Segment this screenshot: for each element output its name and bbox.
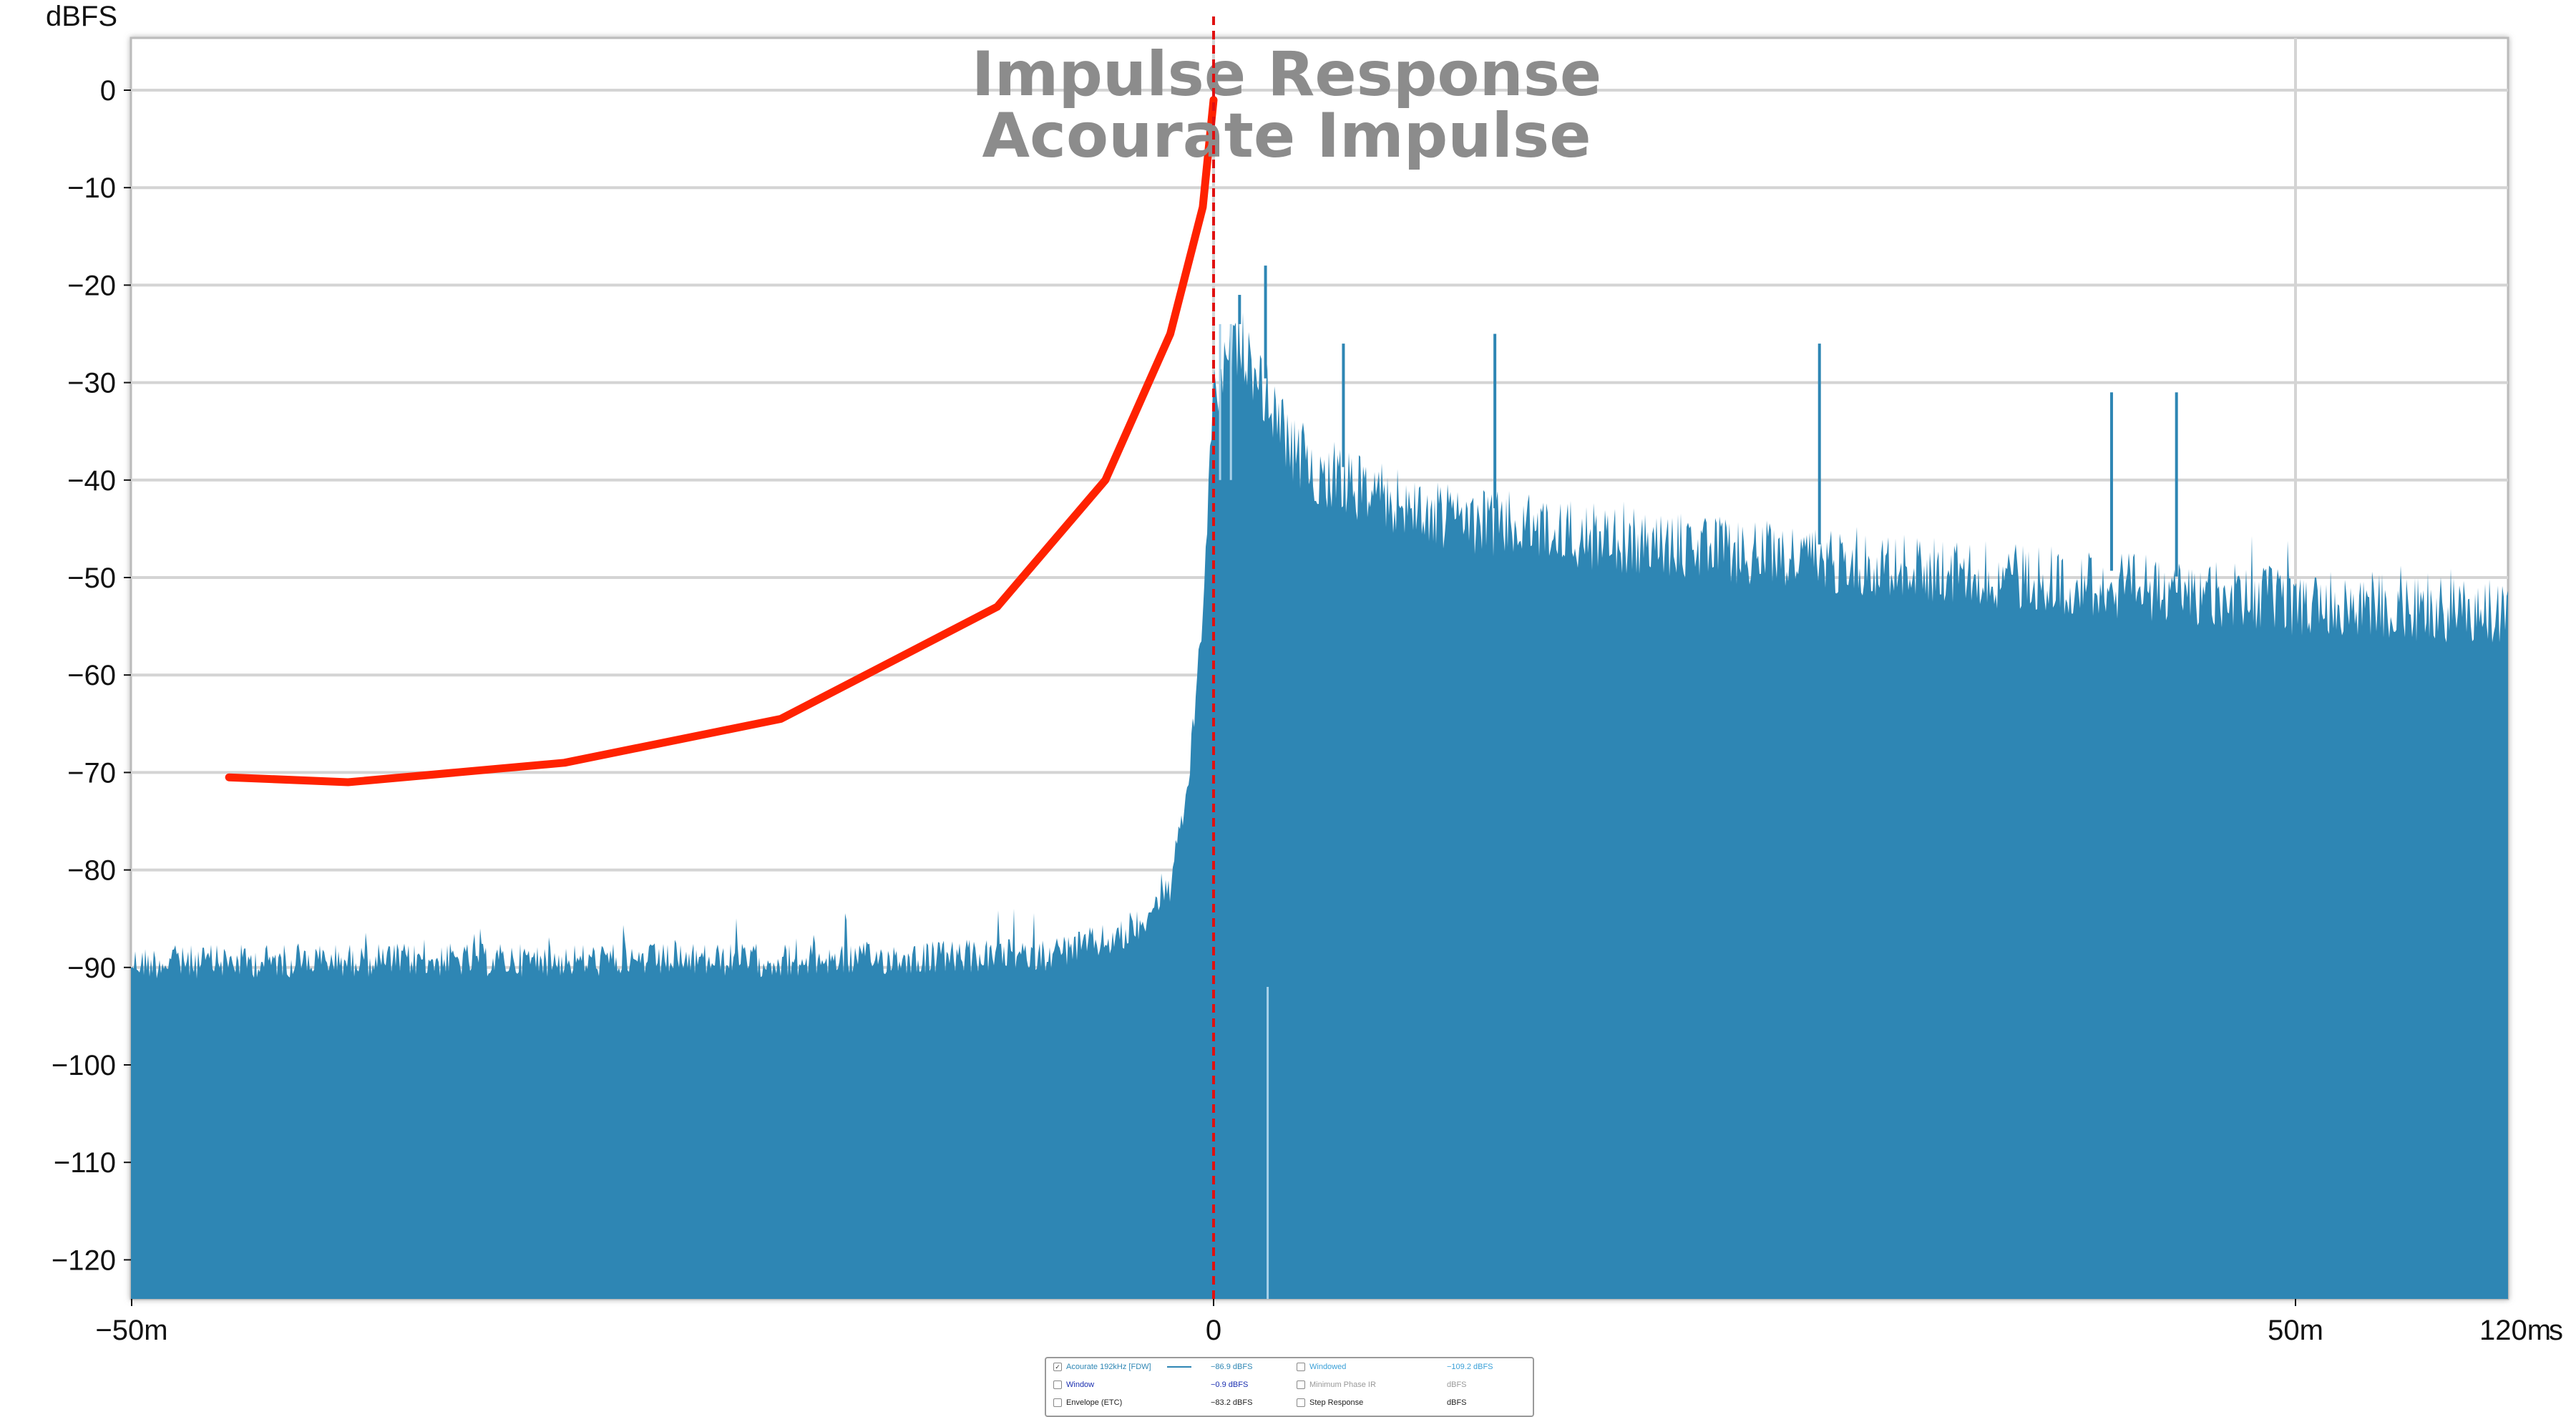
legend-value: dBFS [1447,1381,1467,1389]
acourate-impulse-curve [225,96,1218,787]
legend-row[interactable]: Envelope (ETC) [1053,1398,1122,1407]
legend-label: Windowed [1309,1363,1347,1371]
y-axis-label: dBFS [46,1,117,32]
y-tick-label: −40 [67,465,116,497]
y-tick-label: −30 [67,368,116,399]
legend-value: −0.9 dBFS [1211,1381,1249,1389]
legend-value: dBFS [1447,1398,1467,1407]
legend-checkbox[interactable] [1297,1398,1305,1407]
legend-row[interactable]: Window [1053,1381,1094,1389]
y-tick-label: −10 [67,172,116,204]
y-tick-label: −60 [67,660,116,691]
legend-label: Window [1066,1381,1095,1389]
chart-title: Impulse Response [972,39,1601,110]
legend-label: Minimum Phase IR [1309,1381,1376,1389]
legend-checkbox[interactable] [1297,1381,1305,1389]
legend-value: −109.2 dBFS [1447,1363,1493,1371]
y-tick-label: −110 [54,1147,116,1179]
legend-row[interactable]: ✓ Acourate 192kHz [FDW] [1053,1363,1191,1371]
legend-panel: ✓ Acourate 192kHz [FDW] −86.9 dBFS Window −0… [1045,1357,1534,1417]
legend-label: Step Response [1309,1398,1364,1407]
legend-checkbox[interactable] [1297,1363,1305,1371]
x-tick-label: 50m [2268,1315,2323,1346]
impulse-area [131,309,2508,1299]
legend-row[interactable]: Step Response [1297,1398,1363,1407]
legend-label: Acourate 192kHz [FDW] [1066,1363,1151,1371]
x-tick-label: 0 [1206,1315,1221,1346]
x-axis: −100m−50m050m100m120m [95,1299,2551,1346]
legend-checkbox[interactable] [1053,1381,1062,1389]
legend-row[interactable]: Minimum Phase IR [1297,1381,1376,1389]
y-tick-label: −90 [67,953,116,984]
x-tick-label: 120m [2479,1315,2551,1346]
legend-checkbox[interactable] [1053,1398,1062,1407]
chart-titles: Impulse Response Acourate Impulse [972,39,1601,172]
x-axis-unit: s [2549,1315,2563,1346]
y-tick-label: −50 [67,563,116,594]
legend-label: Envelope (ETC) [1066,1398,1123,1407]
legend-swatch [1166,1366,1191,1368]
x-tick-label: −50m [95,1315,167,1346]
y-tick-label: 0 [100,75,116,107]
y-tick-label: −120 [52,1245,116,1276]
y-tick-label: −80 [67,855,116,887]
overlay-layer [225,96,1218,787]
y-tick-label: −20 [67,270,116,301]
y-tick-label: −70 [67,757,116,789]
impulse-series [131,266,2508,1299]
legend-value: −83.2 dBFS [1211,1398,1253,1407]
chart-subtitle: Acourate Impulse [982,100,1591,172]
y-tick-label: −100 [52,1050,116,1081]
legend-checkbox-checked[interactable]: ✓ [1053,1363,1062,1371]
legend-row[interactable]: Windowed [1297,1363,1346,1371]
y-axis: 0 −10 −20 −30 −40 −50 −60 −70 −80 −90 −100 −110 −120 [52,75,131,1276]
legend-value: −86.9 dBFS [1211,1363,1253,1371]
